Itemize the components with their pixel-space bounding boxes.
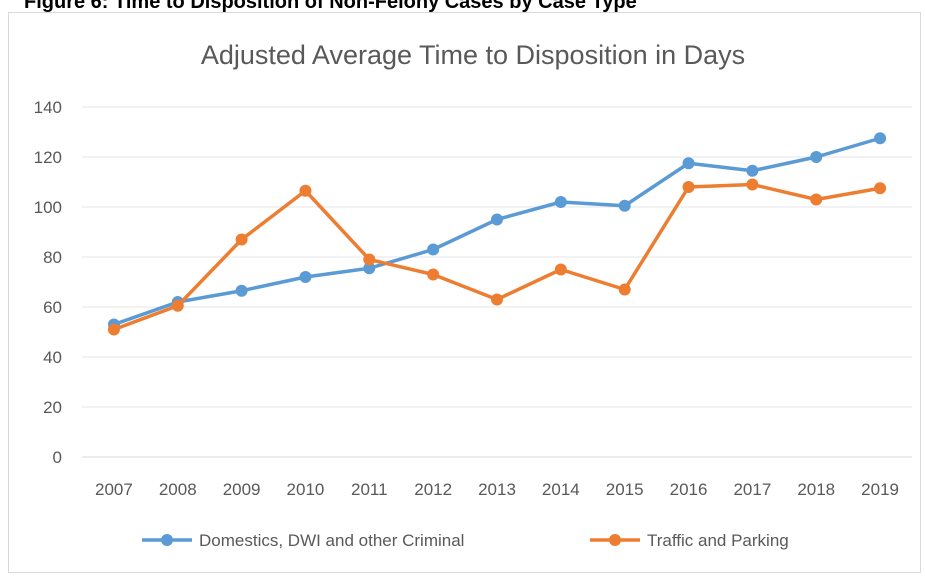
series-2-point <box>107 323 120 336</box>
series-1-point <box>618 199 631 212</box>
y-tick-label: 100 <box>34 198 62 217</box>
y-tick-label: 80 <box>43 248 62 267</box>
chart-title: Adjusted Average Time to Disposition in … <box>201 40 745 70</box>
y-tick-label: 120 <box>34 148 62 167</box>
x-tick-label: 2007 <box>95 480 133 499</box>
x-tick-label: 2017 <box>733 480 771 499</box>
gridlines <box>82 106 912 458</box>
legend-label-1: Domestics, DWI and other Criminal <box>199 531 464 550</box>
series-2-point <box>554 263 567 276</box>
series-2-point <box>363 253 376 266</box>
series-2-point <box>235 233 248 246</box>
series-2-point <box>491 293 503 306</box>
series-1-point <box>235 284 248 297</box>
series-1-point <box>682 157 695 170</box>
series-1-point <box>746 164 759 177</box>
legend: Domestics, DWI and other Criminal Traffic… <box>142 531 789 550</box>
x-tick-label: 2016 <box>670 480 708 499</box>
y-axis-ticks: 0 20 40 60 80 100 120 140 <box>34 98 62 467</box>
figure-caption: Figure 6: Time to Disposition of Non-Fel… <box>0 0 925 20</box>
x-tick-label: 2009 <box>223 480 261 499</box>
y-tick-label: 40 <box>43 348 62 367</box>
y-tick-label: 0 <box>53 448 62 467</box>
series-1-point <box>299 271 312 283</box>
y-tick-label: 20 <box>43 398 62 417</box>
series-1-point <box>810 151 823 163</box>
chart-frame <box>8 12 921 573</box>
series-1-point <box>554 196 567 208</box>
series-1-point <box>491 213 503 226</box>
legend-label-2: Traffic and Parking <box>647 531 789 550</box>
series-2-point <box>618 283 631 296</box>
series-2-point <box>682 181 695 193</box>
x-tick-label: 2008 <box>159 480 197 499</box>
x-tick-label: 2019 <box>861 480 899 499</box>
series-1-point <box>874 132 887 145</box>
series-1-point <box>363 262 376 275</box>
figure-caption-text: Figure 6: Time to Disposition of Non-Fel… <box>24 0 637 13</box>
x-tick-label: 2012 <box>414 480 452 499</box>
x-axis-ticks: 2007 2008 2009 2010 2011 2012 2013 2014 2015 2016… <box>95 480 899 499</box>
series-2-point <box>299 184 312 197</box>
series-2-point <box>171 299 184 312</box>
y-tick-label: 60 <box>43 298 62 317</box>
x-tick-label: 2018 <box>797 480 835 499</box>
series-2-point <box>427 268 440 281</box>
legend-marker-1 <box>161 534 173 546</box>
series-group <box>107 132 887 336</box>
series-1-point <box>427 243 440 256</box>
x-tick-label: 2014 <box>542 480 580 499</box>
legend-marker-2 <box>609 534 621 546</box>
series-2-point <box>746 178 759 191</box>
x-tick-label: 2015 <box>606 480 644 499</box>
series-2-point <box>874 182 887 195</box>
x-tick-label: 2013 <box>478 480 516 499</box>
x-tick-label: 2010 <box>287 480 325 499</box>
y-tick-label: 140 <box>34 98 62 117</box>
x-tick-label: 2011 <box>351 480 388 499</box>
series-2-point <box>810 193 823 206</box>
